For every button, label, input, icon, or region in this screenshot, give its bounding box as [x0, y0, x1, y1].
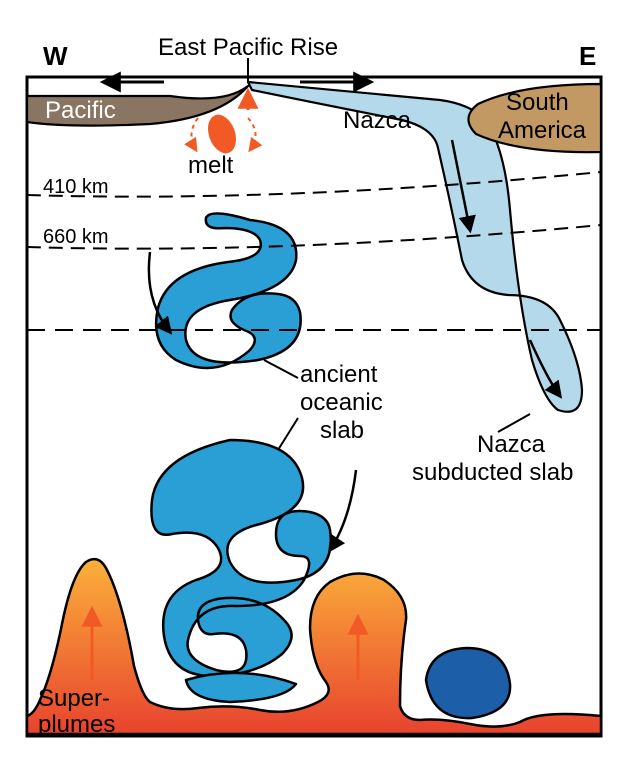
nazca-subducted-label-2: subducted slab — [412, 459, 573, 486]
nazca-subducted-label-1: Nazca — [477, 431, 546, 458]
superplume-label-1: Super- — [38, 685, 110, 712]
ancient-label-2: oceanic — [300, 389, 383, 416]
title-label: East Pacific Rise — [158, 34, 338, 61]
south-america-label-2: America — [498, 117, 587, 144]
superplume-label-2: plumes — [38, 711, 115, 738]
south-america-label-1: South — [506, 89, 569, 116]
depth-410-label: 410 km — [43, 176, 109, 198]
compass-east: E — [579, 41, 596, 71]
melt-label: melt — [188, 152, 234, 179]
depth-660-label: 660 km — [43, 226, 109, 248]
compass-west: W — [43, 41, 68, 71]
deep-blob — [426, 648, 510, 718]
pacific-label: Pacific — [45, 97, 116, 124]
diagram-canvas: Pacific Nazca South America melt 410 km … — [0, 0, 642, 768]
ancient-label-1: ancient — [300, 361, 378, 388]
nazca-label: Nazca — [343, 107, 412, 134]
ancient-label-3: slab — [320, 417, 364, 444]
mantle-cross-section: Pacific Nazca South America melt 410 km … — [0, 0, 642, 768]
